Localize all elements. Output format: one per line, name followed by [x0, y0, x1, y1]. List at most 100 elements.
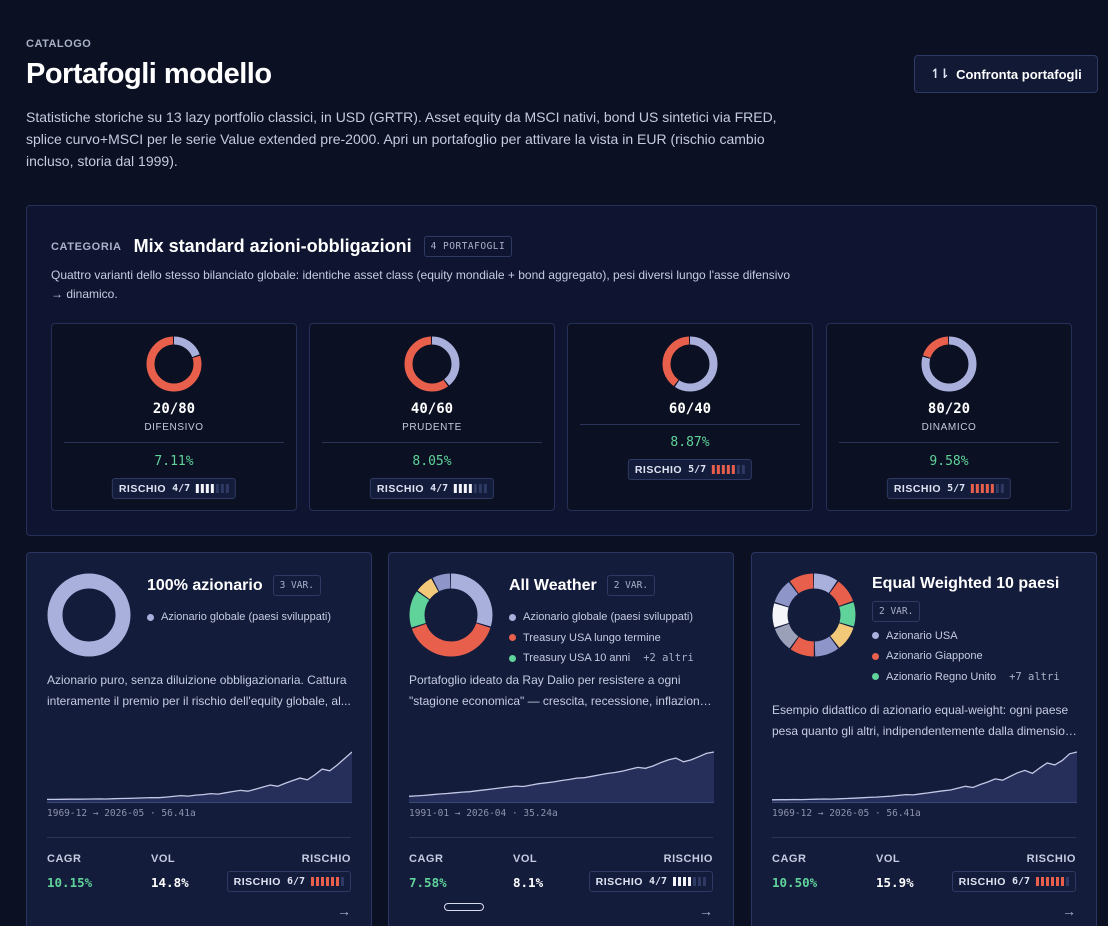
donut-slice [409, 573, 493, 657]
description-line: "stagione economica" — crescita, recessi… [409, 693, 715, 708]
sparkline-line [772, 751, 1077, 801]
card-header: Equal Weighted 10 paesi [872, 575, 1059, 593]
risk-holder: RISCHIO 6/7 [226, 871, 351, 892]
risk-meter [311, 877, 344, 886]
legend-item: Azionario Giappone [872, 646, 1060, 667]
compare-arrows-icon: ↿⇂ [930, 66, 950, 81]
portfolio-card[interactable]: All Weather 2 VAR. Azionario globale (paes… [388, 552, 734, 926]
vol-label: VOL [151, 853, 176, 865]
legend-item: Treasury USA 10 anni +2 altri [509, 648, 694, 669]
risk-label: RISCHIO [634, 463, 683, 476]
donut-slice [409, 573, 493, 657]
risk-meter-bar [1036, 877, 1039, 886]
legend-label: Treasury USA 10 anni [523, 652, 631, 665]
history-range: 1991-01 → 2026-04 · 35.24a [409, 808, 558, 819]
allocation-legend: Azionario globale (paesi sviluppati) Trea… [509, 607, 694, 669]
risk-meter-bar [341, 877, 344, 886]
allocation-donut [146, 336, 202, 392]
donut-slice [47, 573, 131, 657]
allocation-donut-svg [662, 336, 718, 392]
vol-value: 8.1% [513, 875, 544, 890]
donut-slice [662, 336, 718, 392]
donut-slice [772, 573, 856, 657]
cagr-label: CAGR [47, 853, 82, 865]
risk-badge: RISCHIO 4/7 [369, 478, 495, 499]
risk-meter-bar [996, 484, 1000, 493]
mix-profile: DINAMICO [921, 422, 977, 433]
risk-meter-bar [211, 484, 215, 493]
open-arrow-icon[interactable]: → [699, 903, 713, 919]
risk-heading: RISCHIO [301, 853, 351, 865]
risk-label: RISCHIO [595, 875, 643, 888]
description-line: Portafoglio ideato da Ray Dalio per resi… [409, 673, 681, 687]
home-indicator [444, 903, 484, 911]
risk-meter-bar [216, 484, 220, 493]
portfolio-card[interactable]: 100% azionario 3 VAR. Azionario globale (p… [26, 552, 372, 926]
risk-value: 6/7 [1011, 876, 1030, 887]
risk-meter-bar [717, 465, 721, 474]
description-line: interamente il premio per il rischio del… [47, 693, 351, 708]
legend-item: Azionario USA [872, 626, 1060, 647]
vol-label: VOL [876, 853, 901, 865]
mix-portfolio-card[interactable]: 40/60 PRUDENTE 8.05% RISCHIO 4/7 [309, 323, 555, 511]
risk-meter-bar [991, 484, 995, 493]
legend-label: Treasury USA lungo termine [523, 631, 661, 644]
donut-slice [772, 573, 856, 657]
risk-meter [673, 877, 706, 886]
mix-portfolio-card[interactable]: 60/40 8.87% RISCHIO 5/7 [567, 323, 813, 511]
risk-meter-bar [1056, 877, 1059, 886]
legend-swatch [872, 652, 879, 660]
open-arrow-icon[interactable]: → [1062, 903, 1076, 919]
mix-portfolio-card[interactable]: 80/20 DINAMICO 9.58% RISCHIO 5/7 [826, 323, 1072, 511]
risk-meter-bar [321, 877, 324, 886]
donut-slice [772, 573, 856, 657]
risk-meter-bar [1051, 877, 1054, 886]
risk-meter-bar [1041, 877, 1044, 886]
allocation-donut [772, 573, 856, 657]
allocation-donut-svg [409, 573, 493, 657]
risk-meter-bar [732, 465, 736, 474]
risk-holder: RISCHIO 4/7 [111, 478, 237, 499]
risk-meter-bar [712, 465, 716, 474]
risk-meter-bar [196, 484, 200, 493]
risk-meter-bar [698, 877, 701, 886]
risk-meter-bar [673, 877, 676, 886]
sparkline-line [47, 751, 352, 801]
open-arrow-icon[interactable]: → [337, 903, 351, 919]
risk-meter-bar [722, 465, 726, 474]
risk-heading: RISCHIO [663, 853, 713, 865]
cagr-value: 10.15% [47, 875, 93, 890]
history-range: 1969-12 → 2026-05 · 56.41a [772, 808, 921, 819]
portfolio-title: Equal Weighted 10 paesi [872, 575, 1060, 592]
risk-value: 4/7 [172, 483, 191, 494]
mix-ratio: 80/20 [927, 401, 971, 417]
risk-meter [196, 484, 230, 493]
risk-label: RISCHIO [233, 875, 281, 888]
risk-value: 6/7 [286, 876, 305, 887]
risk-meter-bar [971, 484, 975, 493]
portfolio-card[interactable]: Equal Weighted 10 paesi 2 VAR. Azionario U… [751, 552, 1097, 926]
variants-badge: 2 VAR. [606, 575, 656, 596]
page-title: Portafogli modello [26, 58, 272, 90]
divider [580, 424, 800, 425]
vol-value: 15.9% [876, 875, 914, 890]
allocation-donut-svg [921, 336, 977, 392]
mix-portfolio-card[interactable]: 20/80 DIFENSIVO 7.11% RISCHIO 4/7 [51, 323, 297, 511]
legend-label: Azionario Regno Unito [886, 670, 997, 683]
legend-label: Azionario globale (paesi sviluppati) [161, 611, 331, 624]
compare-button-label: Confronta portafogli [956, 66, 1082, 82]
donut-slice [662, 336, 718, 392]
compare-portfolios-button[interactable]: ↿⇂ Confronta portafogli [914, 55, 1098, 93]
growth-sparkline [47, 751, 352, 803]
donut-slice [921, 336, 977, 392]
risk-badge: RISCHIO 4/7 [588, 871, 713, 892]
legend-item: Azionario Regno Unito +7 altri [872, 667, 1060, 688]
mix-ratio: 40/60 [410, 401, 454, 417]
donut-slice [409, 573, 493, 657]
category-label: CATEGORIA [51, 240, 122, 253]
risk-label: RISCHIO [893, 482, 942, 495]
allocation-donut-svg [146, 336, 202, 392]
risk-meter-bar [737, 465, 741, 474]
portfolio-description: Azionario puro, senza diluizione obbliga… [47, 670, 353, 711]
risk-meter-bar [469, 484, 473, 493]
